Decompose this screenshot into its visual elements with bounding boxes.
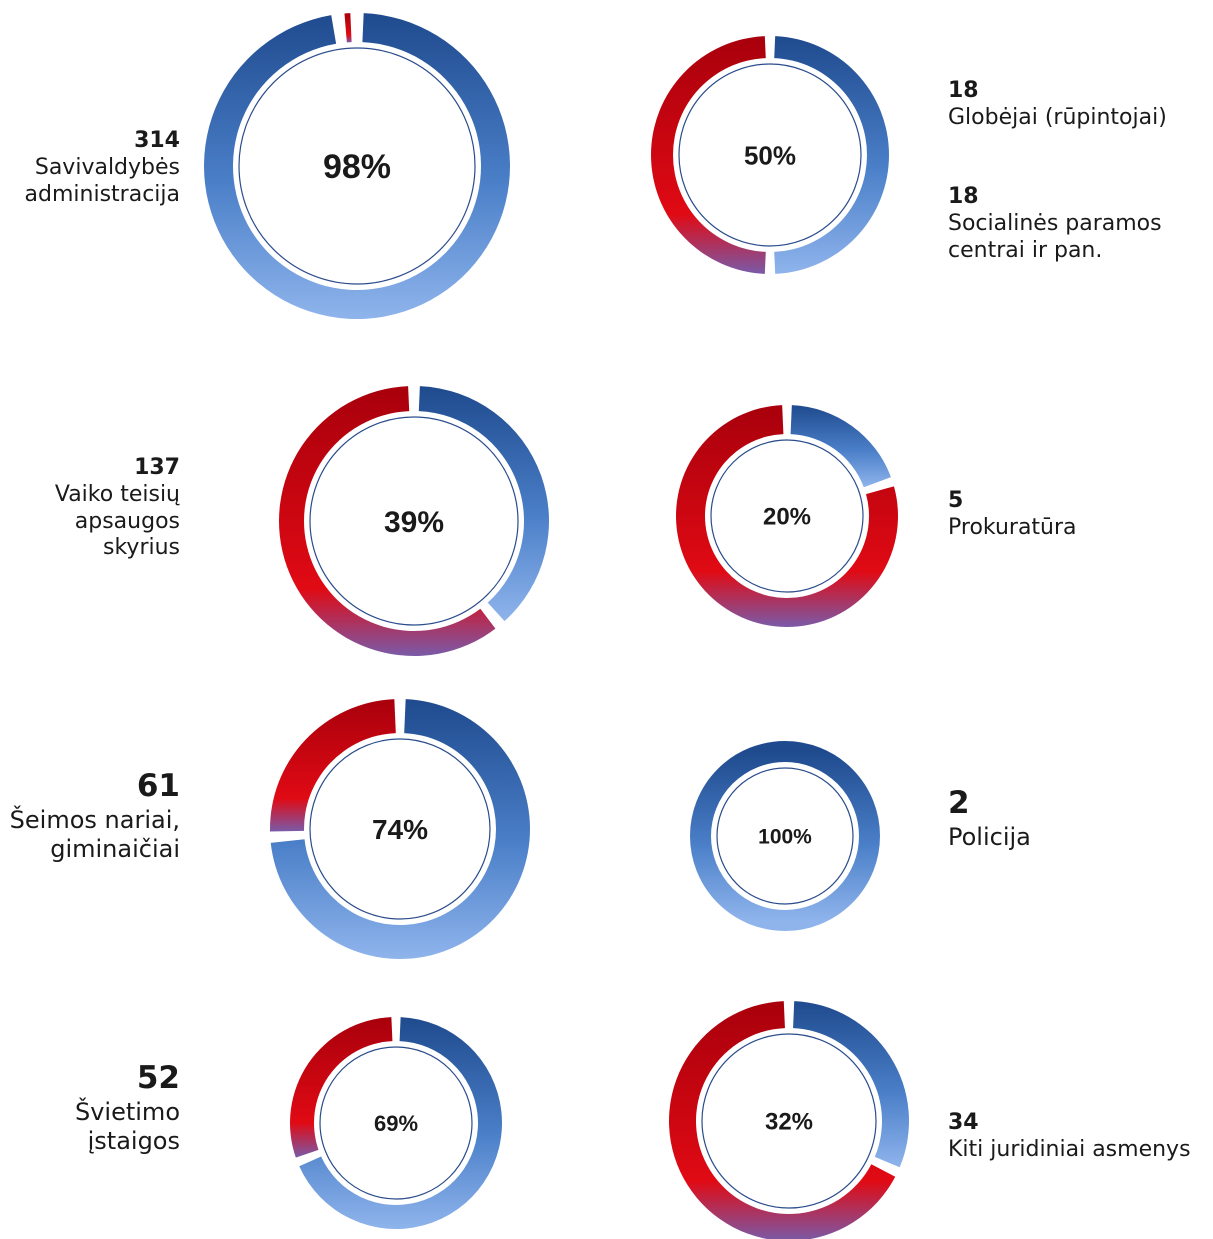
- label-kiti-juridiniai: 34 Kiti juridiniai asmenys: [948, 1110, 1191, 1164]
- red-segment: [270, 699, 396, 832]
- label-globejai: 18 Globėjai (rūpintojai): [948, 78, 1167, 132]
- percent-label: 32%: [765, 1109, 813, 1136]
- percent-label: 100%: [758, 826, 812, 849]
- count-value: 5: [948, 488, 964, 513]
- inner-circle: [716, 767, 854, 905]
- count-value: 314: [134, 128, 180, 153]
- count-value: 52: [136, 1060, 180, 1096]
- blue-segment: [690, 741, 880, 931]
- category-name: Švietimo įstaigos: [74, 1097, 180, 1156]
- inner-circle: [309, 416, 519, 626]
- red-segment: [650, 36, 766, 274]
- red-segment: [279, 386, 496, 657]
- count-value: 34: [948, 1110, 979, 1135]
- red-segment: [344, 13, 352, 43]
- category-name: Kiti juridiniai asmenys: [948, 1136, 1191, 1162]
- donut-2: 39%: [279, 386, 549, 657]
- percent-label: 39%: [384, 506, 444, 539]
- category-name: Globėjai (rūpintojai): [948, 104, 1167, 130]
- label-svietimo: 52 Švietimo įstaigos: [75, 1060, 180, 1156]
- percent-label: 69%: [374, 1111, 418, 1136]
- percent-label: 74%: [372, 814, 428, 845]
- inner-circle: [678, 63, 862, 247]
- count-value: 18: [948, 184, 979, 209]
- blue-segment: [774, 36, 890, 274]
- category-name: Šeimos nariai, giminaičiai: [9, 805, 180, 864]
- label-savivaldybes: 314 Savivaldybės administracija: [25, 128, 180, 208]
- label-prokuratura: 5 Prokuratūra: [948, 488, 1077, 542]
- donut-3: 20%: [675, 405, 898, 627]
- percent-label: 98%: [323, 148, 391, 186]
- donut-1: 50%: [650, 36, 890, 274]
- donut-7: 32%: [669, 1001, 910, 1239]
- label-socialines: 18 Socialinės paramos centrai ir pan.: [948, 184, 1162, 264]
- category-name: Socialinės paramos centrai ir pan.: [948, 210, 1162, 263]
- label-seimos-nariai: 61 Šeimos nariai, giminaičiai: [10, 768, 180, 864]
- inner-circle: [701, 1033, 877, 1209]
- inner-circle: [309, 738, 491, 920]
- donut-6: 69%: [290, 1017, 502, 1229]
- category-name: Vaiko teisių apsaugos skyrius: [54, 481, 180, 561]
- blue-segment: [418, 386, 549, 622]
- blue-segment: [790, 405, 891, 488]
- inner-circle: [710, 439, 864, 593]
- percent-label: 20%: [763, 504, 811, 531]
- inner-circle: [238, 47, 476, 285]
- label-policija: 2 Policija: [948, 785, 1031, 852]
- red-segment: [290, 1017, 393, 1158]
- donut-5: 100%: [690, 741, 880, 931]
- category-name: Prokuratūra: [948, 514, 1077, 540]
- count-value: 18: [948, 78, 979, 103]
- label-vaiko-teisiu: 137 Vaiko teisių apsaugos skyrius: [55, 455, 180, 562]
- count-value: 61: [136, 768, 180, 804]
- blue-segment: [793, 1001, 910, 1168]
- count-value: 137: [134, 455, 180, 480]
- count-value: 2: [948, 785, 970, 821]
- category-name: Policija: [948, 822, 1031, 851]
- category-name: Savivaldybės administracija: [24, 154, 180, 207]
- percent-label: 50%: [744, 140, 796, 170]
- donut-4: 74%: [270, 699, 530, 959]
- donut-0: 98%: [204, 13, 510, 319]
- inner-circle: [319, 1046, 473, 1200]
